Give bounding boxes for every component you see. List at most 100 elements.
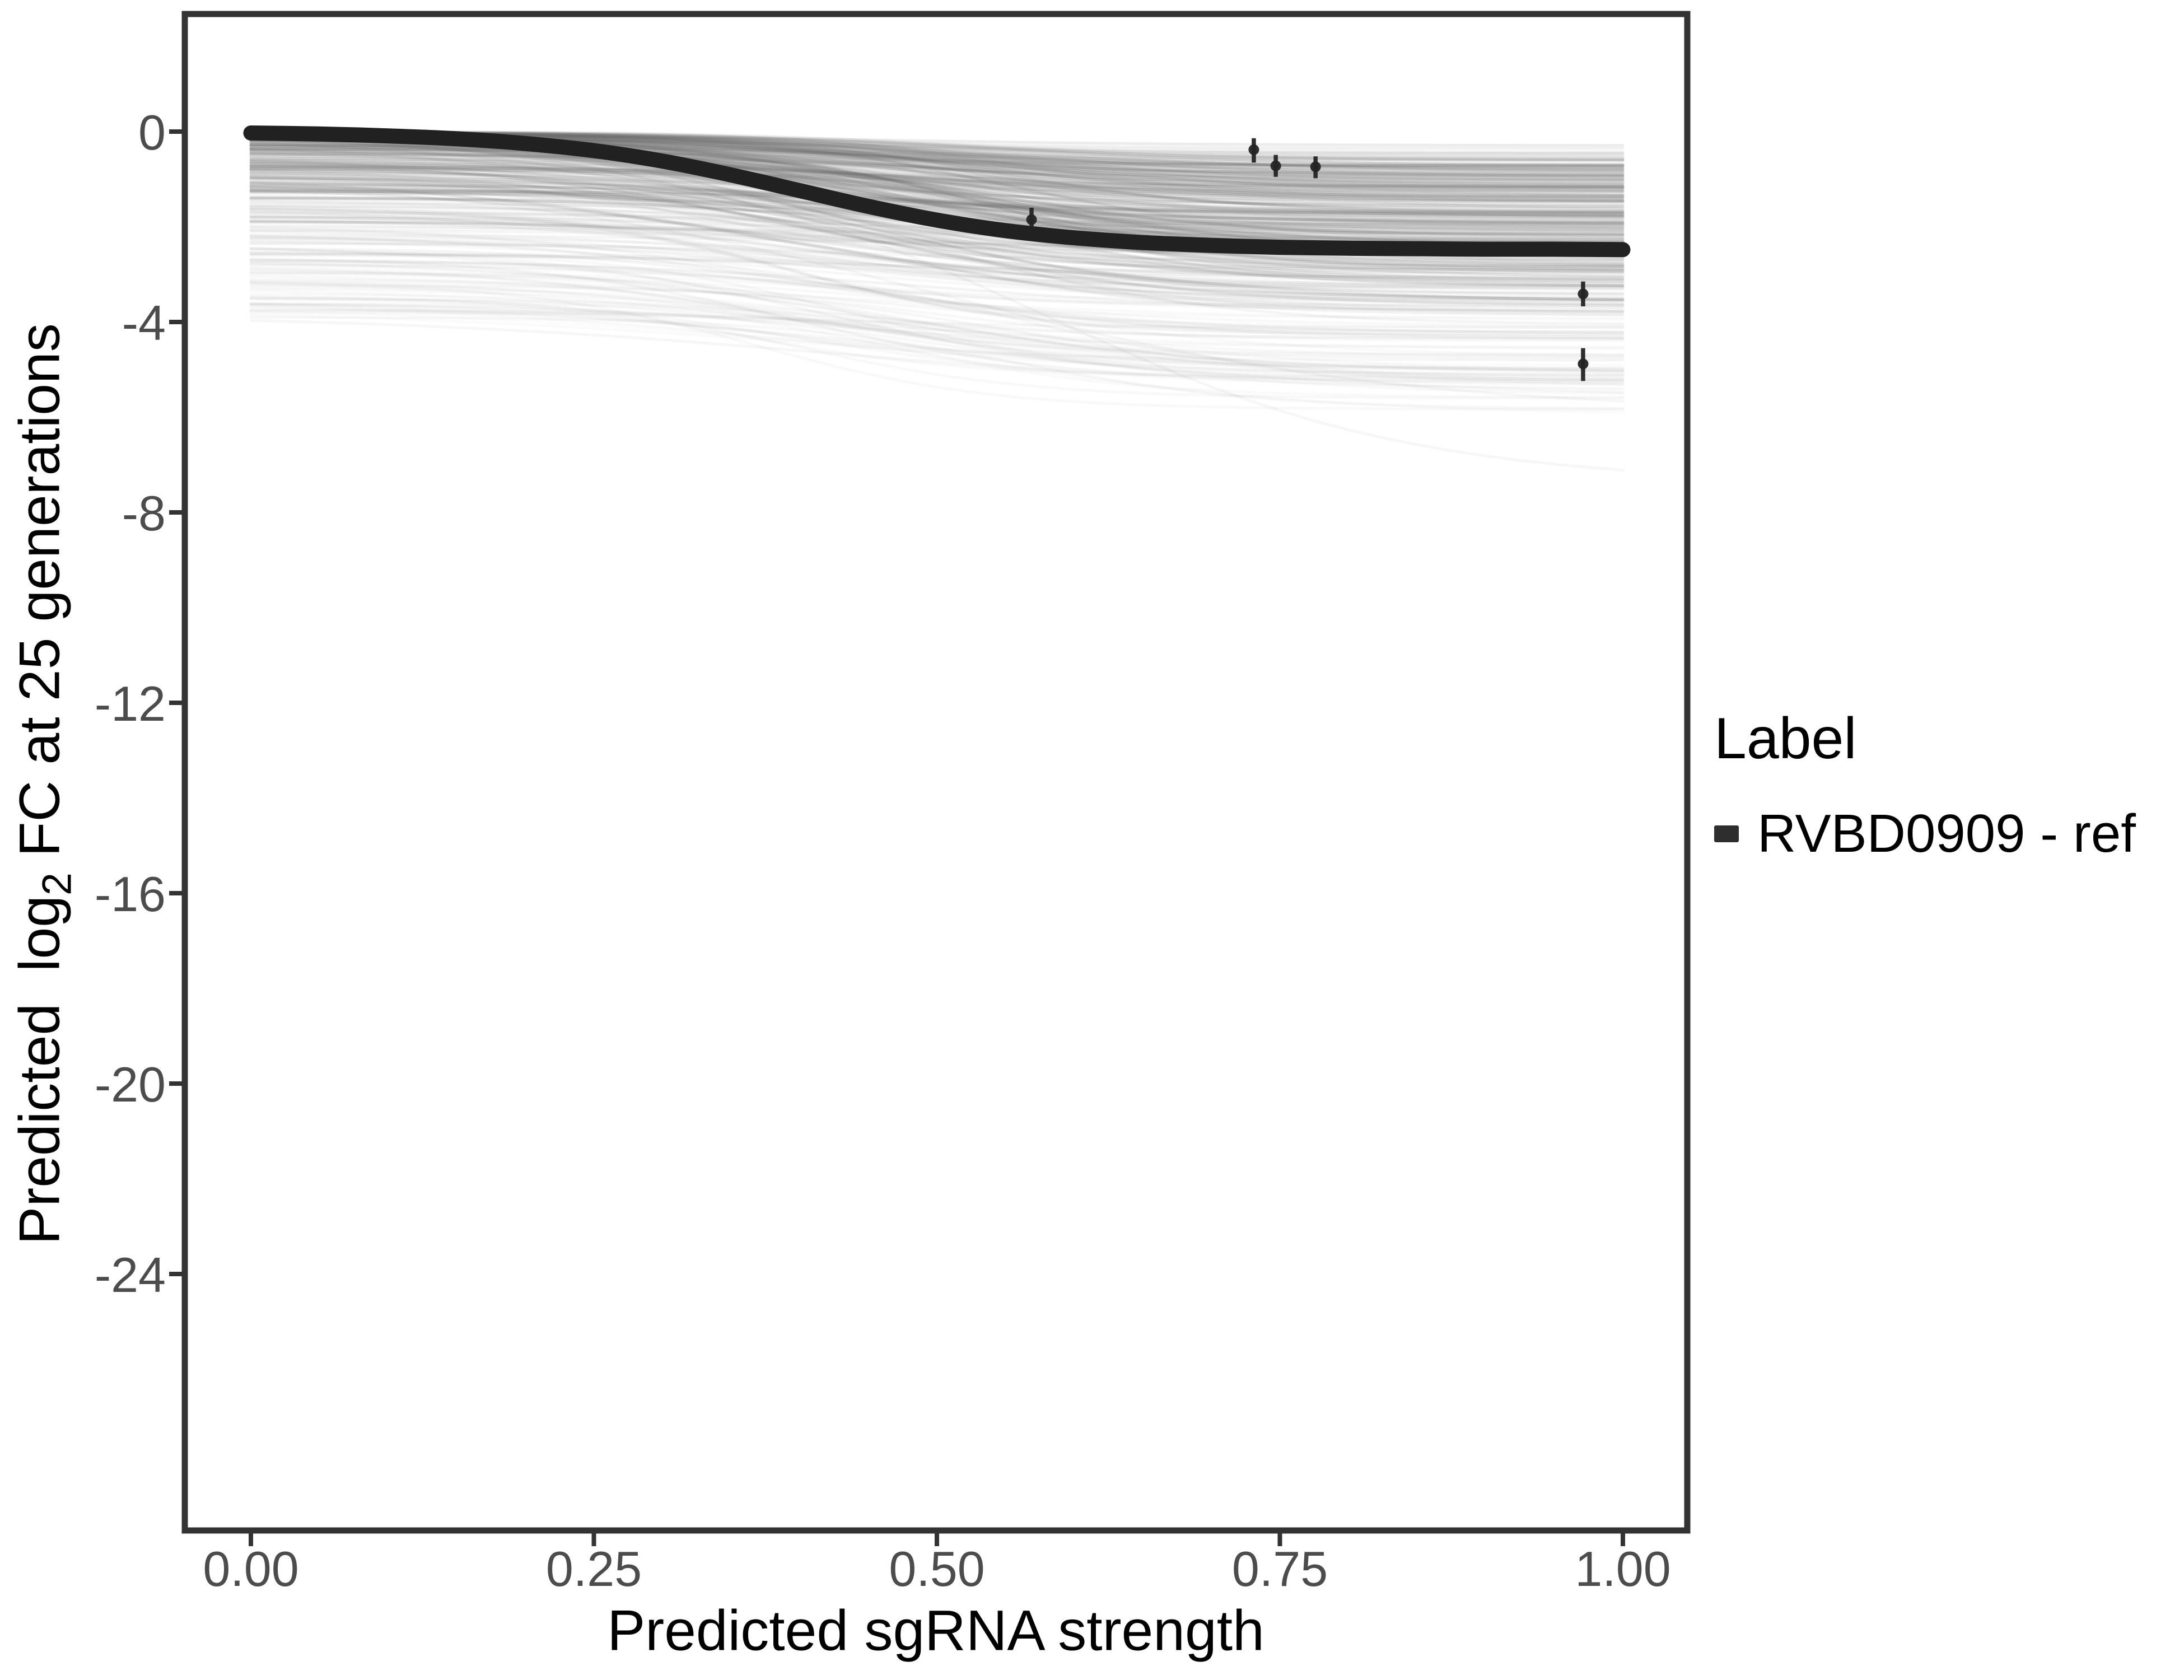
ensemble-line [249,189,1625,239]
ensemble-line [249,292,1625,360]
ensemble-line [249,148,1625,190]
ensemble-line [249,176,1625,287]
ensemble-line [249,190,1625,223]
y-axis: 0 -4 -8 -12 -16 -20 -24 [95,105,185,1303]
ensemble-line [249,166,1625,188]
ensemble-line [249,259,1625,313]
y-tick-label: -16 [95,866,166,922]
ensemble-line [249,169,1625,236]
ensemble-line [249,170,1625,236]
ensemble-line [249,148,1625,236]
ensemble-line [249,161,1625,236]
ensemble-line [249,239,1625,314]
ensemble-line [249,302,1625,386]
ensemble-line [249,140,1625,213]
ensemble-line [249,130,1625,156]
ensemble-line [249,167,1625,229]
ensemble-line [249,235,1625,303]
ensemble-line [249,147,1625,176]
ensemble-line [249,163,1625,283]
ensemble-line [249,144,1625,211]
ensemble-line [249,234,1625,335]
ensemble-line [249,168,1625,213]
ensemble-line [249,151,1625,244]
ensemble-line [249,270,1625,329]
data-points [1026,138,1589,381]
ensemble-line [249,188,1625,244]
ensemble-line [249,165,1625,272]
ensemble-line [249,319,1625,390]
ensemble-line [249,184,1625,220]
ensemble-line [249,174,1625,195]
ensemble-line [249,175,1625,291]
y-tick-label: -8 [122,486,166,541]
ensemble-line [249,248,1625,381]
y-axis-title-subscript: 2 [34,872,80,896]
ensemble-line [249,167,1625,221]
ensemble-line [249,297,1625,378]
ensemble-line [249,281,1625,411]
ensemble-line [249,151,1625,472]
ensemble-line [249,160,1625,183]
ensemble-line [249,305,1625,377]
ensemble-line [249,185,1625,272]
ensemble-line [249,162,1625,198]
y-tick-label: -24 [95,1247,166,1303]
ensemble-line [249,165,1625,214]
ensemble-line [249,309,1625,329]
ensemble-line [249,169,1625,302]
ensemble-line [249,210,1625,307]
ensemble-line [249,295,1625,400]
ensemble-line [249,175,1625,218]
legend-title: Label [1714,706,1857,771]
ensemble-line [249,153,1625,217]
ensemble-line [249,189,1625,217]
ensemble-line [249,254,1625,302]
legend-item: RVBD0909 - ref [1714,803,2136,865]
ensemble-line [249,215,1625,282]
ensemble-line [249,252,1625,295]
ensemble-line [249,167,1625,296]
ensemble-line [249,185,1625,298]
ensemble-line [249,162,1625,199]
ensemble-line [249,226,1625,339]
data-point [1026,214,1037,225]
ensemble-line [249,152,1625,187]
ensemble-line [249,178,1625,216]
x-axis-title: Predicted sgRNA strength [607,1598,1264,1663]
ensemble-line [249,204,1625,241]
legend-item-label: RVBD0909 - ref [1757,804,2136,864]
ensemble-line [249,158,1625,224]
y-axis-title-suffix: FC at 25 generations [7,323,72,873]
ensemble-line [249,155,1625,208]
ensemble-line [249,284,1625,342]
ensemble-line [249,181,1625,301]
ensemble-line [249,225,1625,244]
ensemble-line [249,250,1625,376]
ensemble-line [249,182,1625,226]
ensemble-line [249,173,1625,214]
y-tick-label: -12 [95,676,166,731]
x-tick-label: 0.00 [203,1541,298,1597]
ensemble-line [249,216,1625,278]
ensemble-line [249,158,1625,273]
ensemble-line [249,138,1625,274]
ensemble-line [249,176,1625,208]
ensemble-line [249,237,1625,289]
ensemble-line [249,171,1625,287]
ensemble-line [249,167,1625,193]
ensemble-line [249,147,1625,270]
x-tick-label: 0.50 [889,1541,984,1597]
ensemble-line [249,184,1625,403]
ensemble-line [249,275,1625,340]
trend-line [243,125,1631,258]
y-tick-label: -20 [95,1057,166,1112]
ensemble-line [249,220,1625,302]
ensemble-line [249,161,1625,270]
ensemble-line [249,195,1625,306]
ensemble-line [249,144,1625,280]
ensemble-line [249,211,1625,282]
ensemble-line [249,262,1625,374]
data-point [1248,144,1259,155]
